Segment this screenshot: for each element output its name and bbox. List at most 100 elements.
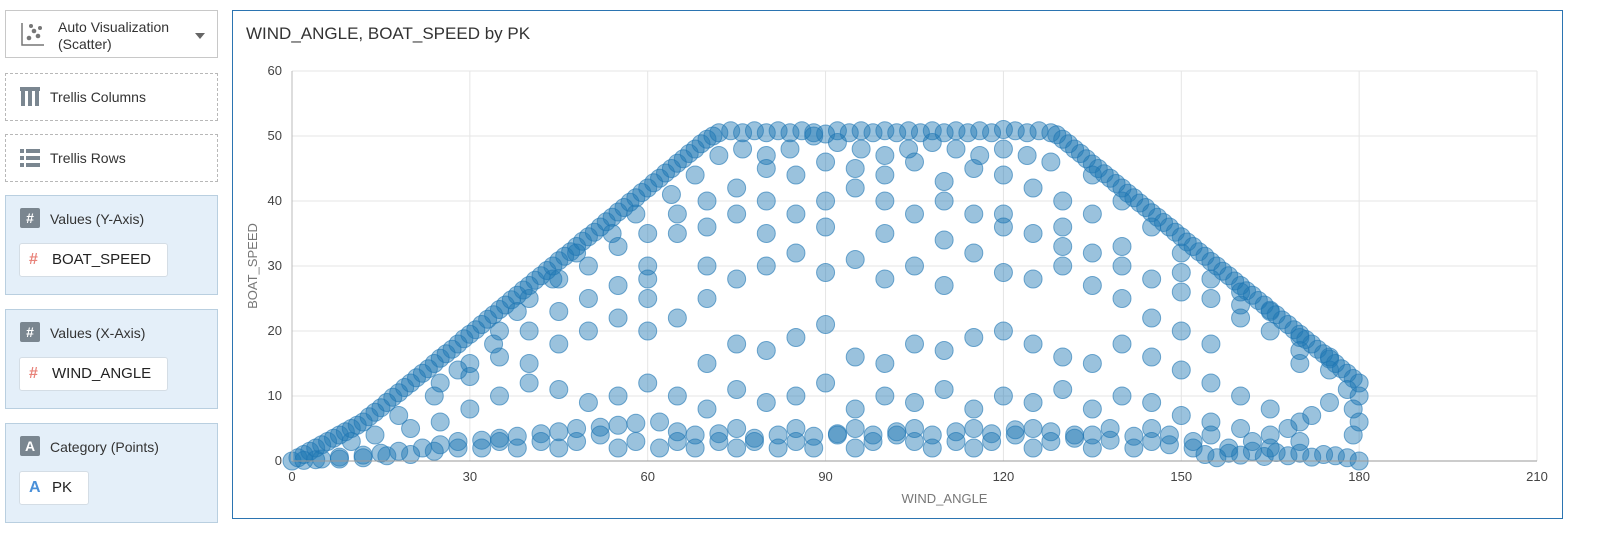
data-point[interactable] [341,432,361,451]
data-point[interactable] [1201,373,1221,393]
data-point[interactable] [430,412,450,432]
data-point[interactable] [964,243,984,263]
data-point[interactable] [578,289,598,308]
data-point[interactable] [1142,308,1162,328]
visualization-type-dropdown[interactable]: Auto Visualization (Scatter) [5,10,218,58]
data-point[interactable] [905,256,924,276]
data-point[interactable] [816,315,836,334]
data-point[interactable] [531,432,551,451]
data-point[interactable] [667,308,687,328]
data-point[interactable] [448,432,468,451]
data-point[interactable] [1142,393,1162,412]
data-point[interactable] [567,419,587,438]
data-point[interactable] [899,139,919,159]
data-point[interactable] [1053,237,1073,256]
data-point[interactable] [1201,334,1221,354]
data-point[interactable] [733,139,753,159]
data-point[interactable] [377,446,397,466]
data-point[interactable] [905,204,924,224]
data-point[interactable] [401,419,421,438]
data-point[interactable] [756,146,776,165]
data-point[interactable] [993,386,1013,406]
data-point[interactable] [786,165,806,185]
data-point[interactable] [1260,399,1280,419]
data-point[interactable] [460,354,480,373]
data-point[interactable] [993,263,1013,282]
data-point[interactable] [934,230,954,250]
data-point[interactable] [709,432,729,451]
data-point[interactable] [1082,165,1102,185]
data-point[interactable] [792,121,812,141]
data-point[interactable] [312,435,332,455]
data-point[interactable] [472,438,492,458]
data-point[interactable] [549,302,569,321]
data-point[interactable] [1053,217,1073,237]
data-point[interactable] [549,269,569,289]
data-point[interactable] [964,328,984,347]
data-point[interactable] [756,159,776,178]
data-point[interactable] [786,419,806,438]
data-point[interactable] [1278,419,1298,438]
data-point[interactable] [845,159,865,178]
data-point[interactable] [490,386,509,406]
data-point[interactable] [845,250,865,269]
data-point[interactable] [638,256,658,276]
data-point[interactable] [608,308,628,328]
data-point[interactable] [1082,276,1102,295]
data-point[interactable] [768,425,788,445]
data-point[interactable] [863,432,883,451]
data-point[interactable] [667,432,687,451]
data-point[interactable] [1201,289,1221,308]
category-points-dropzone[interactable]: A Category (Points) A PK [5,423,218,523]
data-point[interactable] [1053,191,1073,211]
data-point[interactable] [845,399,865,419]
data-point[interactable] [484,334,504,354]
data-point[interactable] [905,334,924,354]
data-point[interactable] [1053,380,1073,399]
data-point[interactable] [661,185,681,204]
data-point[interactable] [697,256,717,276]
data-point[interactable] [1041,432,1061,451]
data-point[interactable] [922,425,942,445]
data-point[interactable] [964,399,984,419]
data-point[interactable] [851,139,871,159]
data-point[interactable] [970,121,990,141]
data-point[interactable] [626,413,646,433]
data-point[interactable] [875,146,895,165]
data-point[interactable] [768,438,788,458]
data-point[interactable] [1112,191,1132,211]
data-point[interactable] [786,432,806,451]
data-point[interactable] [549,422,569,442]
data-point[interactable] [875,191,895,211]
data-point[interactable] [1242,432,1262,451]
data-point[interactable] [401,445,421,464]
data-point[interactable] [650,412,670,432]
data-point[interactable] [1023,438,1043,458]
data-point[interactable] [964,204,984,224]
data-point[interactable] [1195,445,1215,464]
data-point[interactable] [727,178,747,198]
data-point[interactable] [993,217,1013,237]
data-point[interactable] [1142,347,1162,367]
data-point[interactable] [816,191,836,211]
data-point[interactable] [519,289,539,308]
data-point[interactable] [1142,217,1162,237]
data-point[interactable] [638,321,658,341]
data-point[interactable] [709,123,729,143]
data-point[interactable] [1260,302,1280,321]
data-point[interactable] [905,432,924,451]
data-point[interactable] [1005,425,1025,445]
data-point[interactable] [329,449,349,469]
data-point[interactable] [934,276,954,295]
data-point[interactable] [786,328,806,347]
data-point[interactable] [863,123,883,143]
data-point[interactable] [1201,412,1221,432]
data-point[interactable] [875,165,895,185]
data-point[interactable] [1023,419,1043,438]
data-point[interactable] [727,419,747,438]
data-point[interactable] [667,386,687,406]
data-point[interactable] [905,419,924,438]
data-point[interactable] [1023,178,1043,198]
data-point[interactable] [1260,438,1280,458]
data-point[interactable] [993,139,1013,159]
